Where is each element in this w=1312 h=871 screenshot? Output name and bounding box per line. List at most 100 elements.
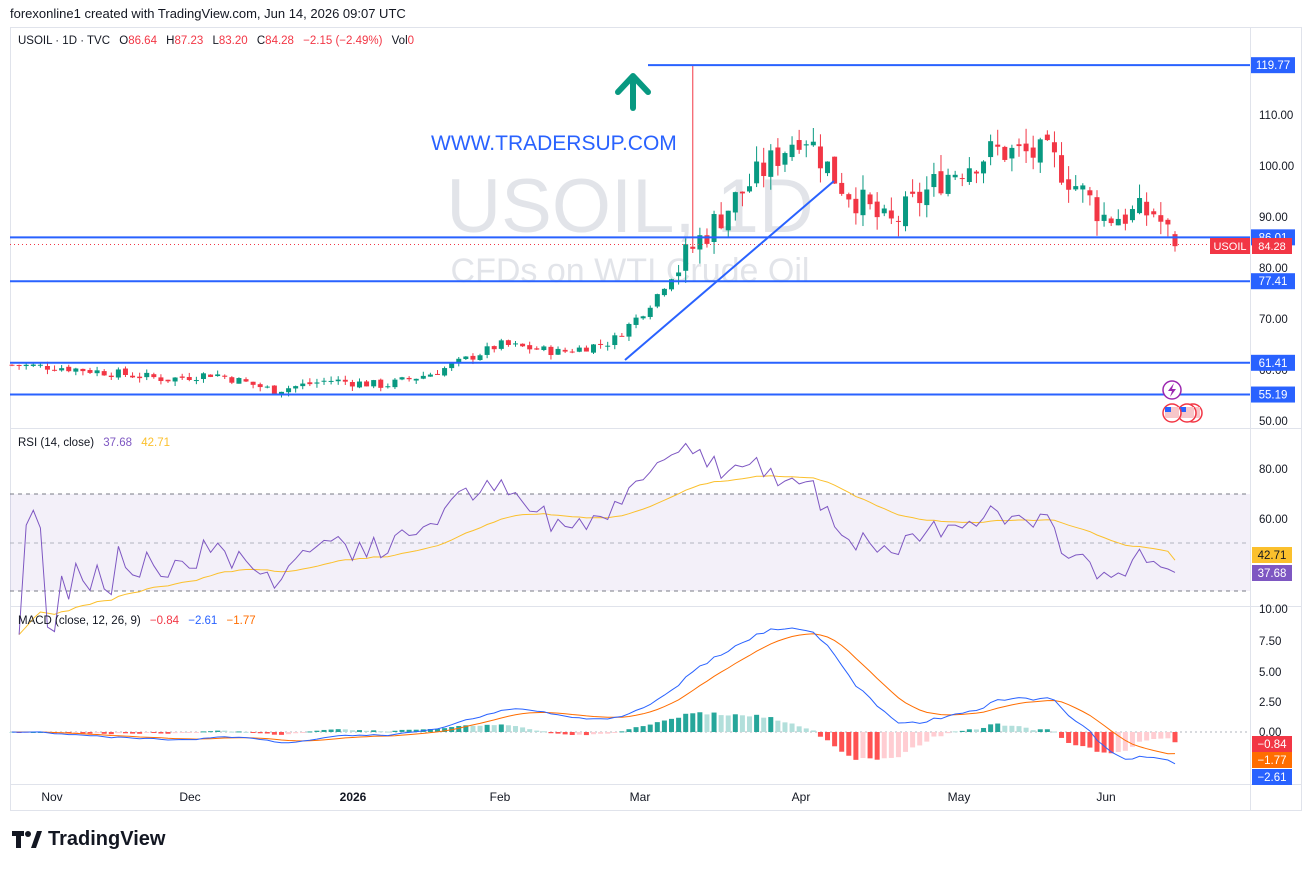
- macd-hist-bar: [867, 732, 873, 759]
- macd-hist-bar: [1122, 732, 1128, 751]
- macd-hist-bar: [257, 732, 263, 734]
- macd-hist-bar: [1030, 730, 1036, 732]
- candle-body: [810, 141, 816, 146]
- candle-body: [1165, 219, 1171, 225]
- candle-body: [988, 141, 994, 158]
- macd-hist-bar: [910, 732, 916, 748]
- chart-frame[interactable]: [10, 27, 1302, 811]
- levels-group: [10, 64, 1250, 396]
- candle-body: [392, 379, 398, 388]
- candle-body: [754, 161, 760, 184]
- macd-hist-bar: [598, 732, 604, 734]
- candle-body: [30, 364, 36, 366]
- macd-hist-bar: [1016, 726, 1022, 732]
- macd-hist-bar: [229, 731, 235, 733]
- candle-body: [981, 161, 987, 174]
- candle-body: [356, 381, 362, 388]
- macd-hist-bar: [371, 730, 377, 732]
- candle-body: [335, 379, 341, 382]
- candle-body: [739, 191, 745, 194]
- candle-body: [796, 140, 802, 150]
- macd-hist-bar: [583, 732, 589, 736]
- level-label: 77.41: [1259, 276, 1288, 288]
- candle-body: [725, 210, 731, 231]
- macd-hist-bar: [704, 714, 710, 732]
- tradingview-brand[interactable]: TradingView: [12, 828, 165, 851]
- level-badge: [1251, 273, 1295, 290]
- price-tick: 110.00: [1259, 110, 1293, 122]
- macd-hist-bar: [236, 731, 242, 733]
- candle-body: [661, 288, 667, 296]
- macd-hist-bar: [385, 731, 391, 733]
- macd-hist-bar: [988, 724, 994, 732]
- time-label: 2026: [340, 790, 367, 804]
- candle-body: [257, 384, 263, 388]
- candle-body: [477, 355, 483, 361]
- candle-body: [697, 235, 703, 250]
- candle-body: [1037, 139, 1043, 163]
- candle-body: [548, 346, 554, 356]
- candle-body: [172, 377, 178, 382]
- candle-body: [371, 380, 377, 387]
- candle-body: [640, 316, 646, 319]
- macd-hist-bar: [874, 732, 880, 760]
- candle-body: [108, 375, 114, 378]
- candle-body: [130, 375, 136, 378]
- macd-hist-bar: [413, 729, 419, 732]
- us-flag-event-icon[interactable]: [1177, 403, 1197, 423]
- macd-hist-bar: [1044, 729, 1050, 732]
- price-tick: 100.00: [1259, 161, 1294, 173]
- candle-body: [37, 364, 43, 366]
- macd-hist-bar: [406, 729, 412, 732]
- candle-body: [1137, 198, 1143, 214]
- macd-hist-bar: [895, 732, 901, 758]
- level-badge: [1251, 57, 1295, 74]
- macd-hist-bar: [1009, 725, 1015, 732]
- candle-body: [406, 377, 412, 380]
- candle-body: [669, 279, 675, 290]
- candle-body: [364, 381, 370, 387]
- candle-body: [399, 377, 405, 380]
- macd-hist-bar: [314, 730, 320, 732]
- macd-hist-bar: [541, 731, 547, 733]
- macd-legend-macd: −2.61: [188, 615, 218, 627]
- macd-hist-bar: [817, 732, 823, 737]
- macd-legend[interactable]: MACD (close, 12, 26, 9) −0.84 −2.61 −1.7…: [18, 615, 256, 627]
- macd-hist-bar: [356, 730, 362, 732]
- macd-hist-bar: [1151, 732, 1157, 739]
- us-flag-event-icon[interactable]: [1162, 403, 1182, 423]
- macd-hist-bar: [165, 732, 171, 734]
- macd-hist-bar: [768, 717, 774, 732]
- macd-hist-bar: [491, 725, 497, 732]
- macd-hist-bar: [640, 726, 646, 732]
- macd-tick: 5.00: [1259, 667, 1281, 679]
- macd-hist-bar: [761, 717, 767, 732]
- candle-body: [420, 375, 426, 379]
- candle-body: [789, 144, 795, 158]
- macd-signal-line: [12, 633, 1176, 755]
- macd-hist-bar: [80, 732, 86, 734]
- macd-hist-bar: [796, 726, 802, 732]
- candle-body: [250, 381, 256, 385]
- symbol-legend[interactable]: USOIL · 1D · TVC O86.64 H87.23 L83.20 C8…: [18, 35, 414, 47]
- macd-hist-bar: [144, 732, 150, 733]
- macd-hist-bar: [427, 729, 433, 732]
- macd-hist-bar: [1115, 732, 1121, 752]
- macd-hist-bar: [973, 729, 979, 732]
- macd-legend-hist: −0.84: [149, 615, 180, 627]
- macd-tick: 10.00: [1259, 604, 1288, 616]
- candle-body: [825, 161, 831, 174]
- price-tick: 90.00: [1259, 212, 1288, 224]
- candle-body: [1087, 190, 1093, 196]
- macd-hist-bar: [569, 732, 575, 735]
- candle-body: [321, 380, 327, 382]
- macd-legend-signal: −1.77: [226, 615, 256, 627]
- macd-hist-bar: [924, 732, 930, 742]
- candle-body: [938, 171, 944, 194]
- macd-hist-bar: [264, 732, 270, 734]
- rsi-legend[interactable]: RSI (14, close) 37.68 42.71: [18, 437, 170, 449]
- lightning-event-icon[interactable]: [1162, 380, 1182, 400]
- tradingview-logo-icon: [12, 830, 42, 848]
- macd-hist-bar: [122, 732, 128, 734]
